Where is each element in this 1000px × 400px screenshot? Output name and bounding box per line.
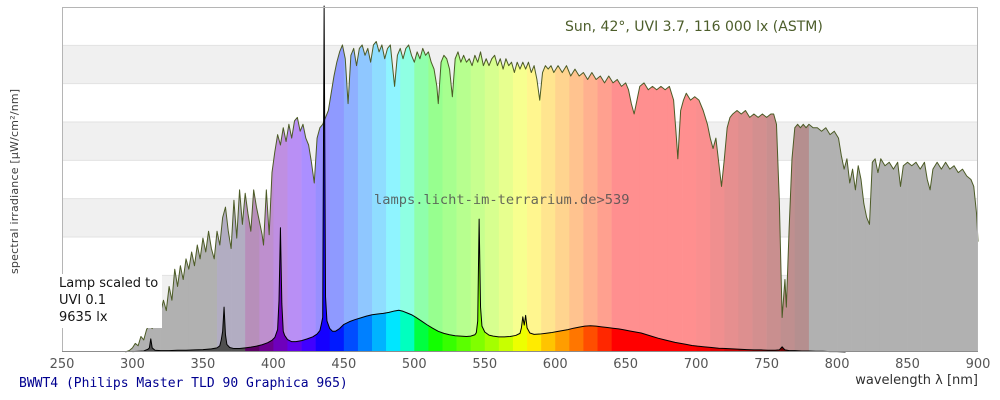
x-tick-850: 850	[895, 357, 920, 372]
x-tick-750: 750	[754, 357, 780, 372]
x-tick-400: 400	[260, 357, 286, 372]
x-axis-label: wavelength λ [nm]	[855, 373, 978, 388]
watermark: lamps.licht-im-terrarium.de>539	[374, 192, 630, 208]
x-tick-250: 250	[49, 357, 75, 372]
x-tick-600: 600	[542, 357, 568, 372]
x-tick-650: 650	[613, 357, 639, 372]
x-axis-ticks: 250 300 350 400 450 500 550 600 650 700 750 800 850 9…	[0, 357, 1000, 373]
y-axis-label: spectral irradiance [µW/cm²/nm]	[8, 88, 21, 274]
x-tick-550: 550	[472, 357, 498, 372]
sun-spectrum-line	[125, 41, 979, 353]
lamp-spectrum-line	[132, 5, 846, 353]
footer-lamp-name: BWWT4 (Philips Master TLD 90 Graphica 96…	[19, 376, 348, 391]
lamp-note-line2: UVI 0.1	[59, 293, 107, 308]
x-tick-300: 300	[120, 357, 145, 372]
x-tick-900: 900	[965, 357, 991, 372]
x-tick-450: 450	[331, 357, 357, 372]
sun-series-label: Sun, 42°, UVI 3.7, 116 000 lx (ASTM)	[565, 19, 823, 35]
x-tick-700: 700	[683, 357, 709, 372]
lamp-note-line1: Lamp scaled to	[59, 276, 159, 291]
grid-band	[62, 7, 978, 46]
lamp-scaling-note: Lamp scaled to UVI 0.1 9635 lx	[57, 274, 163, 328]
x-tick-350: 350	[190, 357, 216, 372]
x-tick-500: 500	[401, 357, 427, 372]
x-tick-800: 800	[824, 357, 850, 372]
lamp-note-line3: 9635 lx	[59, 310, 108, 325]
